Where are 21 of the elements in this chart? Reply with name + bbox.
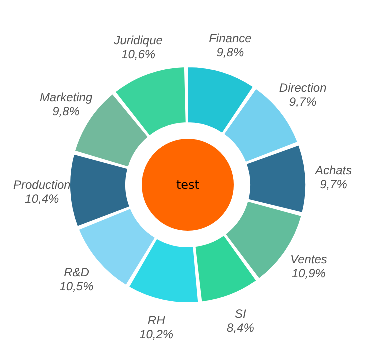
data-label: 10,2% (140, 328, 174, 342)
slice-label: Direction (279, 81, 328, 96)
slice-label: SI (235, 307, 248, 322)
slice-label: Juridique (113, 34, 164, 48)
data-label: 9,7% (289, 95, 318, 110)
data-label: 10,6% (122, 48, 156, 62)
slice-label: R&D (64, 266, 90, 280)
slice-label: RH (148, 314, 166, 328)
slice-label: Ventes (290, 252, 328, 267)
data-label: 9,8% (52, 104, 80, 118)
slice-label: Finance (209, 31, 252, 46)
text: test (176, 178, 200, 192)
slice-label: Production (13, 178, 72, 192)
data-label: 10,5% (60, 280, 94, 294)
data-label: 8,4% (227, 321, 255, 336)
data-label: 10,4% (25, 192, 60, 206)
slice-label: Marketing (40, 90, 93, 104)
data-label: 9,7% (320, 177, 348, 192)
data-label: 10,9% (292, 266, 326, 281)
slice-label: Achats (314, 163, 352, 178)
data-label: 9,8% (216, 45, 244, 60)
